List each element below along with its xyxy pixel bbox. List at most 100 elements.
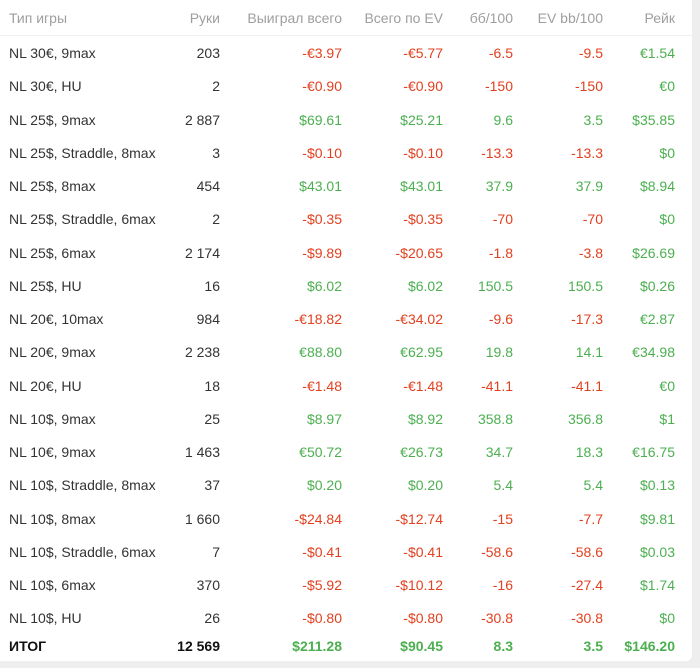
cell-ev-total: -$0.10 — [403, 144, 443, 161]
cell-ev-bb100: -9.5 — [578, 45, 603, 61]
cell-hands: 1 660 — [184, 510, 220, 527]
cell-hands: 26 — [204, 610, 220, 627]
cell-bb100: 37.9 — [485, 178, 513, 194]
table-row[interactable]: NL 25$, Straddle, 6max 2 -$0.35 -$0.35 -70 -7… — [0, 203, 692, 236]
cell-game-type: NL 25$, Straddle, 8max — [9, 144, 156, 161]
cell-game-type: NL 10$, Straddle, 6max — [9, 543, 156, 560]
cell-ev-total: -$0.41 — [403, 543, 443, 560]
cell-bb100: -41.1 — [481, 377, 513, 394]
cell-rake: €0 — [659, 377, 675, 394]
cell-rake: $9.81 — [639, 510, 675, 527]
cell-rake: $1 — [659, 410, 675, 427]
cell-game-type: NL 10$, HU — [9, 610, 82, 627]
table-row[interactable]: NL 10$, 8max 1 660 -$24.84 -$12.74 -15 -7.7 $9… — [0, 503, 692, 536]
cell-won-total: $211.28 — [292, 638, 342, 654]
cell-bb100: 8.3 — [493, 638, 513, 654]
cell-rake: $0.13 — [639, 477, 675, 494]
cell-game-type: NL 30€, HU — [9, 78, 82, 95]
cell-bb100: -13.3 — [481, 144, 513, 161]
table-header: Тип игры Руки Выиграл всего Всего по EV … — [0, 1, 692, 36]
cell-game-type: ИТОГ — [9, 638, 47, 654]
cell-game-type: NL 10$, 9max — [9, 410, 96, 427]
cell-ev-total: -$0.80 — [403, 610, 443, 627]
cell-ev-total: -$10.12 — [395, 577, 443, 593]
cell-won-total: -€1.48 — [302, 377, 342, 394]
table-row[interactable]: NL 25$, HU 16 $6.02 $6.02 150.5 150.5 $0.26 — [0, 270, 692, 303]
cell-ev-bb100: -13.3 — [571, 144, 603, 161]
cell-bb100: -70 — [492, 211, 513, 228]
cell-ev-total: -$20.65 — [395, 244, 443, 261]
header-bb100[interactable]: бб/100 — [469, 10, 513, 26]
header-ev-bb100[interactable]: EV bb/100 — [537, 10, 603, 26]
header-ev-total[interactable]: Всего по EV — [364, 10, 443, 26]
header-won-total[interactable]: Выиграл всего — [247, 10, 342, 26]
cell-ev-total: $90.45 — [400, 638, 443, 654]
cell-ev-bb100: -7.7 — [578, 510, 603, 527]
cell-game-type: NL 25$, 9max — [9, 111, 96, 128]
cell-won-total: €88.80 — [299, 344, 342, 361]
cell-won-total: -€3.97 — [302, 45, 342, 61]
cell-ev-bb100: 18.3 — [575, 444, 603, 460]
cell-rake: $0.03 — [639, 543, 675, 560]
cell-ev-bb100: -58.6 — [571, 543, 603, 560]
cell-ev-total: $6.02 — [407, 277, 443, 294]
cell-bb100: 9.6 — [493, 111, 513, 128]
cell-won-total: $0.20 — [306, 477, 342, 494]
header-rake[interactable]: Рейк — [644, 10, 675, 26]
cell-hands: 12 569 — [177, 638, 220, 654]
cell-rake: €1.54 — [639, 45, 675, 61]
header-hands[interactable]: Руки — [189, 10, 220, 26]
cell-hands: 2 174 — [184, 244, 220, 261]
cell-game-type: NL 25$, 6max — [9, 244, 96, 261]
cell-hands: 370 — [196, 577, 220, 593]
table-row[interactable]: NL 10$, Straddle, 6max 7 -$0.41 -$0.41 -58.6… — [0, 536, 692, 569]
cell-ev-total: -€1.48 — [403, 377, 443, 394]
cell-ev-bb100: -3.8 — [578, 244, 603, 261]
cell-game-type: NL 20€, HU — [9, 377, 82, 394]
cell-hands: 2 — [212, 211, 220, 228]
table-row[interactable]: NL 25$, 8max 454 $43.01 $43.01 37.9 37.9 $8.94 — [0, 170, 692, 203]
cell-bb100: -9.6 — [488, 311, 513, 327]
table-row[interactable]: NL 10$, HU 26 -$0.80 -$0.80 -30.8 -30.8 $0 — [0, 602, 692, 635]
cell-ev-bb100: 5.4 — [583, 477, 603, 494]
table-row[interactable]: NL 10$, 9max 25 $8.97 $8.92 358.8 356.8 $1 — [0, 403, 692, 436]
cell-bb100: 19.8 — [485, 344, 513, 361]
cell-rake: $8.94 — [639, 178, 675, 194]
table-row[interactable]: NL 20€, 10max 984 -€18.82 -€34.02 -9.6 -17.3 €… — [0, 303, 692, 336]
cell-game-type: NL 20€, 9max — [9, 344, 96, 361]
table-row[interactable]: NL 20€, HU 18 -€1.48 -€1.48 -41.1 -41.1 €0 — [0, 370, 692, 403]
table-row[interactable]: NL 30€, 9max 203 -€3.97 -€5.77 -6.5 -9.5 €1.54 — [0, 37, 692, 70]
table-row[interactable]: NL 30€, HU 2 -€0.90 -€0.90 -150 -150 €0 — [0, 70, 692, 103]
cell-ev-total: $0.20 — [407, 477, 443, 494]
table-row[interactable]: NL 10$, 6max 370 -$5.92 -$10.12 -16 -27.4 $1.7… — [0, 569, 692, 602]
total-row: ИТОГ 12 569 $211.28 $90.45 8.3 3.5 $146.20 — [0, 630, 692, 663]
game-stats-table: Тип игры Руки Выиграл всего Всего по EV … — [0, 0, 692, 661]
cell-bb100: -16 — [492, 577, 513, 593]
cell-ev-total: -$0.35 — [403, 211, 443, 228]
cell-game-type: NL 10$, Straddle, 8max — [9, 477, 156, 494]
table-row[interactable]: NL 10$, Straddle, 8max 37 $0.20 $0.20 5.4 5.4… — [0, 469, 692, 502]
cell-ev-total: €62.95 — [400, 344, 443, 361]
header-game-type[interactable]: Тип игры — [9, 10, 68, 26]
table-row[interactable]: NL 20€, 9max 2 238 €88.80 €62.95 19.8 14.1 €34… — [0, 336, 692, 369]
table-row[interactable]: NL 10€, 9max 1 463 €50.72 €26.73 34.7 18.3 €16… — [0, 436, 692, 469]
cell-game-type: NL 30€, 9max — [9, 45, 96, 61]
table-row[interactable]: NL 25$, 9max 2 887 $69.61 $25.21 9.6 3.5 $35.8… — [0, 104, 692, 137]
cell-won-total: -$5.92 — [302, 577, 342, 593]
cell-game-type: NL 10$, 6max — [9, 577, 96, 593]
cell-ev-total: $25.21 — [400, 111, 443, 128]
cell-won-total: -$9.89 — [302, 244, 342, 261]
cell-ev-total: -€34.02 — [395, 311, 443, 327]
cell-won-total: $69.61 — [299, 111, 342, 128]
cell-ev-bb100: 150.5 — [567, 277, 603, 294]
cell-ev-total: -€0.90 — [403, 78, 443, 95]
table-row[interactable]: NL 25$, Straddle, 8max 3 -$0.10 -$0.10 -13.3… — [0, 137, 692, 170]
cell-ev-bb100: 3.5 — [583, 111, 603, 128]
cell-bb100: -58.6 — [481, 543, 513, 560]
cell-hands: 25 — [204, 410, 220, 427]
cell-ev-bb100: -30.8 — [571, 610, 603, 627]
table-row[interactable]: NL 25$, 6max 2 174 -$9.89 -$20.65 -1.8 -3.8 $2… — [0, 237, 692, 270]
cell-ev-bb100: 3.5 — [583, 638, 603, 654]
cell-hands: 2 — [212, 78, 220, 95]
cell-bb100: -30.8 — [481, 610, 513, 627]
